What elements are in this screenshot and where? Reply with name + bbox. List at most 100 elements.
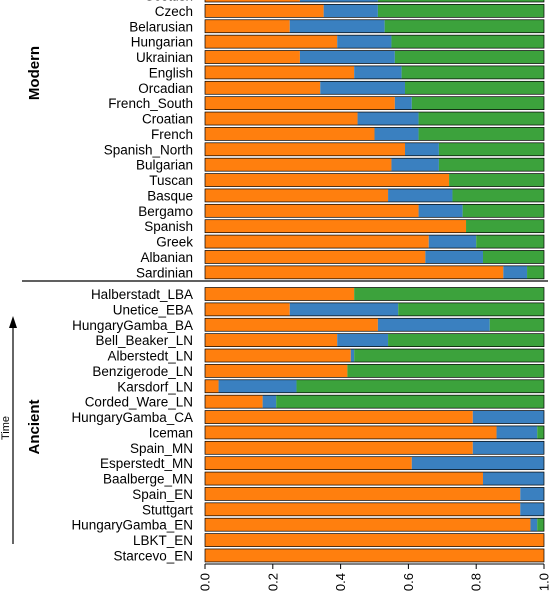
x-tick-label: 1.0: [537, 573, 551, 591]
row-label: Basque: [147, 188, 193, 203]
bar-segment: [466, 219, 544, 233]
bar-segment: [411, 456, 544, 470]
bar-segment: [296, 379, 544, 393]
bar-segment: [476, 235, 544, 249]
bar-outline: [204, 203, 545, 218]
time-label: Time: [0, 416, 12, 440]
row-label: HungaryGamba_BA: [72, 318, 193, 333]
bar-outline: [204, 471, 545, 486]
bar-outline: [204, 348, 545, 363]
bar-segment: [377, 318, 490, 332]
row-label: Iceman: [149, 425, 193, 440]
bar-segment: [320, 81, 406, 95]
row-label: Starcevo_EN: [113, 548, 193, 563]
bar-segment: [418, 204, 463, 218]
bar-segment: [205, 349, 351, 363]
bar-segment: [205, 410, 473, 424]
x-tick-label: 0.2: [265, 573, 280, 591]
row-label: Greek: [156, 235, 193, 250]
bar-segment: [449, 173, 544, 187]
bar-segment: [520, 487, 544, 501]
bar-outline: [204, 142, 545, 157]
bar-segment: [262, 395, 277, 409]
bar-segment: [205, 456, 412, 470]
bar-segment: [205, 50, 300, 64]
bar-outline: [204, 34, 545, 49]
bar-segment: [537, 425, 544, 439]
bar-outline: [204, 364, 545, 378]
bar-segment: [530, 518, 538, 532]
bar-outline: [204, 19, 545, 34]
x-axis: 0.0 0.2 0.4 0.6 0.8 1.0: [198, 563, 551, 591]
bar-segment: [205, 35, 338, 49]
bars-layer: [204, 0, 545, 563]
bar-outline: [204, 157, 545, 172]
row-label: Bell_Beaker_LN: [95, 333, 193, 348]
bar-segment: [405, 142, 439, 156]
bar-segment: [337, 333, 389, 347]
x-tick-label: 0.0: [198, 573, 213, 591]
row-label: Esperstedt_MN: [100, 456, 193, 471]
bar-segment: [299, 50, 395, 64]
bar-segment: [205, 204, 419, 218]
bar-segment: [391, 158, 439, 172]
bar-segment: [428, 235, 477, 249]
bar-outline: [204, 4, 545, 18]
bar-segment: [205, 188, 389, 202]
row-label: Bergamo: [138, 204, 193, 219]
x-tick-label: 0.6: [401, 573, 416, 591]
bar-outline: [204, 533, 545, 547]
bar-segment: [482, 250, 544, 264]
bar-outline: [204, 234, 545, 249]
bar-segment: [205, 0, 300, 2]
row-label: Alberstedt_LN: [107, 349, 193, 364]
bar-segment: [418, 112, 544, 126]
x-tick-label: 0.8: [469, 573, 484, 591]
row-label: Orcadian: [138, 81, 193, 96]
bar-outline: [204, 517, 545, 532]
row-label: Spain_MN: [130, 441, 193, 456]
bar-segment: [388, 188, 453, 202]
bar-segment: [472, 410, 544, 424]
bar-segment: [205, 395, 263, 409]
bar-segment: [462, 204, 544, 218]
bar-segment: [205, 518, 531, 532]
bar-segment: [418, 127, 544, 141]
bar-segment: [452, 188, 544, 202]
bar-segment: [350, 349, 355, 363]
row-label: Bulgarian: [136, 158, 193, 173]
time-arrow-head: [9, 316, 17, 328]
x-tick-label: 0.4: [333, 573, 348, 591]
group-label-ancient: Ancient: [26, 399, 43, 454]
bar-segment: [489, 318, 544, 332]
bar-outline: [204, 456, 545, 471]
row-labels: ScottishCzechBelarusianHungarianUkrainia…: [71, 0, 193, 563]
bar-outline: [204, 379, 545, 394]
row-label: Benzigerode_LN: [92, 364, 193, 379]
bar-outline: [204, 410, 545, 424]
bar-outline: [204, 548, 545, 563]
row-label: Karsdorf_LN: [117, 379, 193, 394]
bar-outline: [204, 394, 545, 409]
bar-segment: [398, 302, 544, 316]
bar-segment: [205, 235, 429, 249]
bar-segment: [205, 127, 375, 141]
row-label: Unetice_EBA: [113, 302, 193, 317]
group-label-modern: Modern: [26, 46, 43, 100]
bar-segment: [411, 96, 544, 110]
row-label: Spain_EN: [132, 487, 193, 502]
bar-outline: [204, 333, 545, 347]
bar-segment: [205, 502, 521, 516]
bar-segment: [205, 96, 395, 110]
row-label: Stuttgart: [142, 502, 193, 517]
bar-outline: [204, 80, 545, 95]
row-label: HungaryGamba_CA: [71, 410, 193, 425]
bar-segment: [537, 518, 544, 532]
bar-segment: [354, 287, 544, 301]
bar-segment: [205, 112, 358, 126]
bar-segment: [401, 65, 544, 79]
bar-outline: [204, 50, 545, 64]
bar-segment: [374, 127, 419, 141]
bar-segment: [205, 4, 324, 18]
